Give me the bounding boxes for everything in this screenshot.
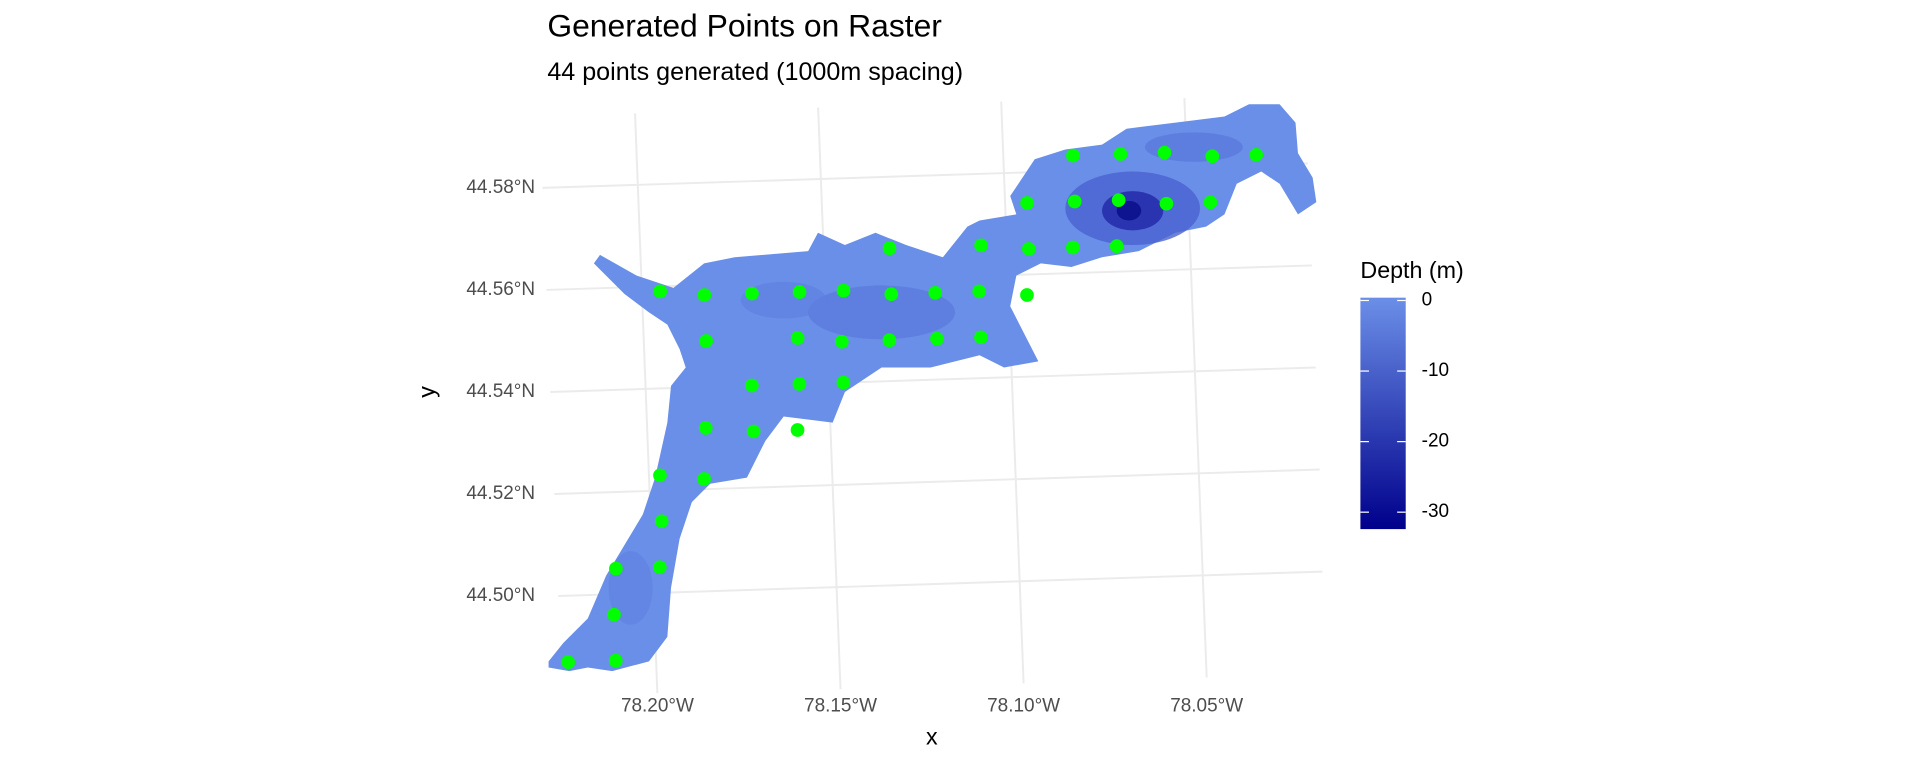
point — [1111, 193, 1126, 207]
y-tick-label: 44.56°N — [466, 279, 535, 300]
point — [1020, 288, 1034, 302]
point — [652, 560, 667, 575]
point — [1065, 240, 1080, 255]
chart-title: Generated Points on Raster — [547, 8, 942, 44]
legend-label: -20 — [1422, 431, 1449, 452]
point — [1203, 195, 1218, 210]
point — [1157, 145, 1172, 160]
legend-label: -10 — [1422, 360, 1449, 381]
point — [790, 331, 805, 345]
x-tick-label: 78.05°W — [1170, 696, 1243, 717]
point — [834, 334, 849, 349]
point — [1205, 149, 1220, 164]
point — [698, 420, 713, 435]
point — [1067, 194, 1082, 209]
point — [884, 287, 899, 302]
legend-label: -30 — [1422, 501, 1449, 522]
point — [1249, 147, 1264, 162]
point — [1159, 196, 1174, 211]
point — [697, 472, 711, 486]
point — [930, 331, 944, 346]
point — [882, 241, 897, 256]
chart-subtitle: 44 points generated (1000m spacing) — [547, 58, 963, 86]
point — [607, 607, 621, 622]
point — [1066, 148, 1080, 163]
point — [653, 468, 667, 483]
point — [745, 286, 759, 301]
point — [792, 285, 807, 299]
point — [609, 561, 623, 576]
legend-title: Depth (m) — [1360, 257, 1463, 283]
point — [790, 423, 805, 437]
legend-label: 0 — [1422, 290, 1433, 311]
x-axis-title: x — [926, 724, 938, 750]
grid-line — [1000, 101, 1025, 684]
y-tick-label: 44.50°N — [466, 585, 535, 606]
point — [654, 514, 669, 529]
point — [836, 375, 851, 390]
point — [882, 333, 897, 348]
point — [561, 655, 576, 669]
grid-line — [550, 366, 1316, 393]
grid-line — [558, 570, 1323, 598]
y-tick-label: 44.58°N — [466, 177, 535, 198]
point — [1109, 239, 1124, 253]
x-tick-label: 78.20°W — [621, 696, 694, 717]
x-tick-label: 78.10°W — [987, 696, 1060, 717]
point — [744, 378, 759, 393]
point — [608, 653, 623, 668]
depth-raster — [548, 104, 1317, 672]
point — [697, 288, 712, 302]
point — [974, 238, 988, 253]
point — [928, 285, 943, 300]
x-tick-label: 78.15°W — [804, 696, 877, 717]
colorbar — [1360, 297, 1406, 530]
y-axis-title: y — [414, 386, 440, 398]
point — [746, 424, 761, 439]
point — [1113, 147, 1128, 161]
point — [1020, 196, 1034, 210]
point — [792, 377, 807, 391]
point — [974, 330, 988, 345]
y-tick-label: 44.54°N — [466, 381, 535, 402]
point — [653, 284, 668, 299]
point — [1022, 242, 1036, 256]
point — [699, 334, 713, 348]
point — [972, 284, 987, 299]
point — [836, 283, 851, 298]
y-tick-label: 44.52°N — [466, 483, 535, 504]
